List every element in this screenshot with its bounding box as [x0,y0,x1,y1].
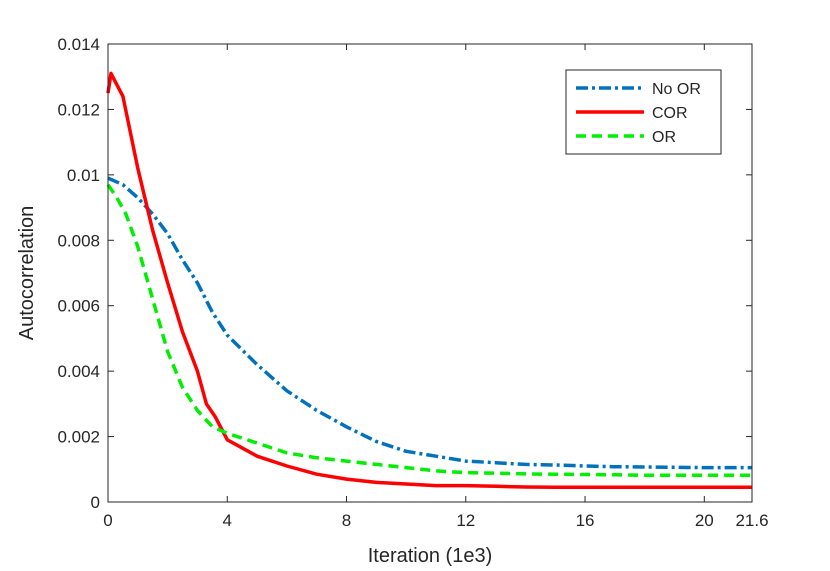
legend-label: OR [652,129,676,146]
plot-frame [107,43,753,503]
x-axis-label: Iteration (1e3) [368,545,493,567]
x-tick-label: 12 [456,511,475,530]
legend: No OR COR OR [565,69,722,155]
legend-label: COR [652,105,688,122]
series-line-cor [106,71,752,490]
y-tick-label: 0.01 [67,166,100,185]
legend-label: No OR [652,81,701,98]
y-tick-label: 0.004 [57,362,100,381]
series-line-no-or [107,176,752,470]
y-tick-label: 0.014 [57,35,100,54]
y-tick-label: 0 [91,493,100,512]
x-tick-label: 16 [576,511,595,530]
x-tick-label: 21.6 [735,511,768,530]
ticks-layer: 0 4 8 12 16 20 21.6 0 0.002 0.004 0.006 0.008 0.01 0.… [57,35,768,530]
y-tick-label: 0.008 [57,231,100,250]
y-tick-label: 0.012 [57,100,100,119]
x-tick-label: 20 [695,511,714,530]
x-tick-label: 8 [342,511,351,530]
x-tick-label: 0 [103,511,112,530]
series-line-or [106,183,752,477]
y-tick-label: 0.002 [57,428,100,447]
y-axis-label: Autocorrelation [16,206,38,341]
x-tick-label: 4 [223,511,232,530]
series-layer [106,71,752,490]
y-tick-label: 0.006 [57,297,100,316]
